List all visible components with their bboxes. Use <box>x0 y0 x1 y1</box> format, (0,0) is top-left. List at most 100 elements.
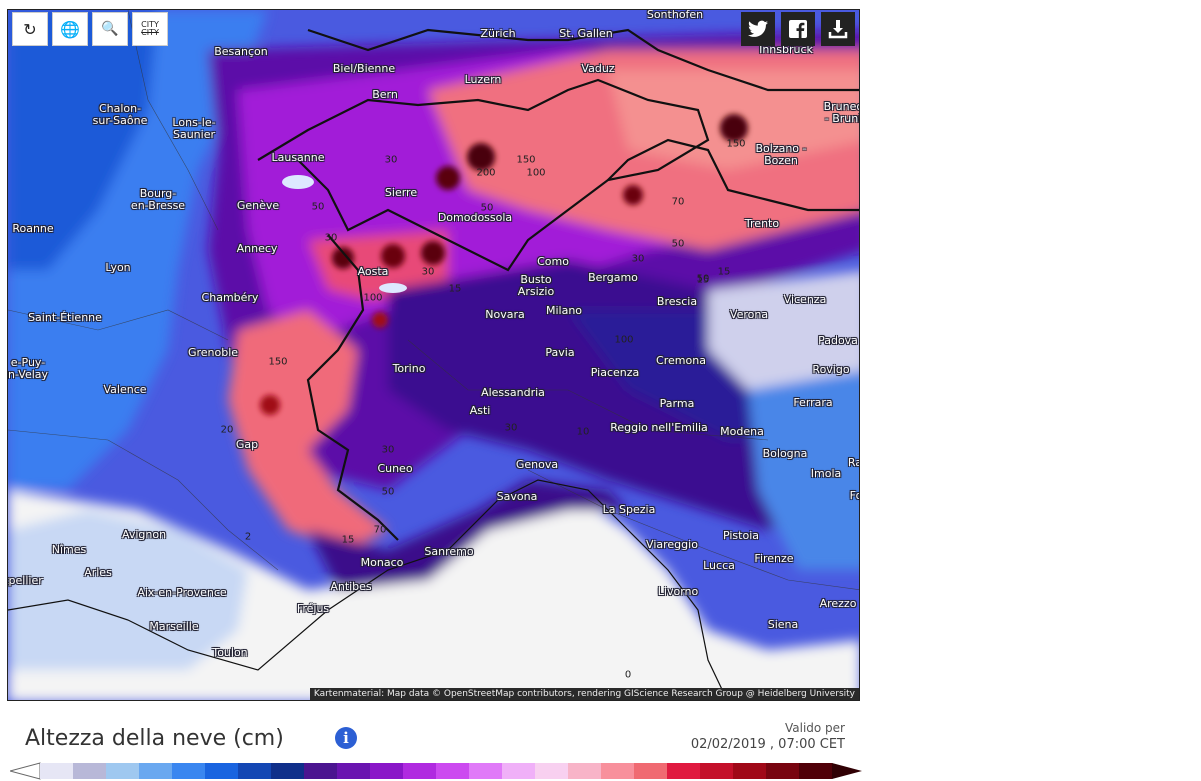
twitter-icon <box>748 20 768 37</box>
legend-swatch <box>568 763 602 779</box>
city-label: Viareggio <box>646 538 698 551</box>
legend-swatch <box>601 763 635 779</box>
valid-for-label: Valido per <box>784 721 845 735</box>
city-label: Antibes <box>330 580 372 593</box>
legend-swatch <box>634 763 668 779</box>
city-toggle-label: CITY <box>141 20 159 29</box>
city-toggle-button[interactable]: CITY CITY <box>132 12 168 46</box>
city-label: Bolzano - Bozen <box>755 142 807 167</box>
contour-label: 15 <box>696 274 710 286</box>
city-label: Chambéry <box>201 291 259 304</box>
city-label: Verona <box>729 308 769 321</box>
legend-swatch <box>799 763 833 779</box>
city-label: Sonthofen <box>646 9 704 21</box>
city-label: Bourg-en-Bresse <box>130 187 186 212</box>
city-label: Cuneo <box>377 462 413 475</box>
legend-min-arrow <box>10 762 41 780</box>
legend-swatch <box>40 763 74 779</box>
download-icon <box>828 20 848 39</box>
legend-swatch <box>403 763 437 779</box>
map-attribution: Kartenmaterial: Map data © OpenStreetMap… <box>309 688 859 700</box>
legend-swatch <box>700 763 734 779</box>
city-label: Torino <box>392 362 426 375</box>
city-label: Domodossola <box>437 211 513 224</box>
city-label: e-Puy-n-Velay <box>7 356 49 381</box>
zoom-out-icon: 🔍 <box>101 21 119 37</box>
city-label: Bologna <box>762 447 808 460</box>
city-label: La Spezia <box>602 503 656 516</box>
zoom-out-button[interactable]: 🔍 <box>92 12 128 46</box>
contour-label: 10 <box>576 426 590 438</box>
city-label: St. Gallen <box>559 27 613 40</box>
city-label: Genève <box>236 199 280 212</box>
contour-label: 30 <box>384 154 398 166</box>
city-label: Arezzo <box>819 597 857 610</box>
legend-swatch <box>337 763 371 779</box>
city-label: Lausanne <box>271 151 325 164</box>
download-button[interactable] <box>821 12 855 46</box>
snow-depth-overlay <box>8 10 859 700</box>
city-label: Novara <box>485 308 525 321</box>
legend-swatch <box>733 763 767 779</box>
city-label: Annecy <box>236 242 278 255</box>
city-label: Brunec - Bruni <box>823 100 860 125</box>
city-label: Siena <box>767 618 799 631</box>
valid-date: 02/02/2019 , 07:00 CET <box>690 737 845 752</box>
legend-max-arrow <box>832 763 862 779</box>
contour-label: 30 <box>631 253 645 265</box>
legend-swatch <box>469 763 503 779</box>
city-label: Gap <box>235 438 259 451</box>
globe-button[interactable]: 🌐 <box>52 12 88 46</box>
city-label: Bergamo <box>588 271 638 284</box>
city-label: Lyon <box>105 261 131 274</box>
snow-depth-map[interactable]: Besançon Zürich St. Gallen Sonthofen Innsbru… <box>7 9 860 701</box>
city-label: Vicenza <box>783 293 827 306</box>
city-label: Besançon <box>214 45 268 58</box>
city-label: Pistoia <box>722 529 760 542</box>
contour-label: 70 <box>373 524 387 536</box>
info-icon: i <box>343 729 349 747</box>
city-label: Ra <box>847 456 859 469</box>
chart-title: Altezza della neve (cm) <box>25 726 284 751</box>
contour-label: 15 <box>717 266 731 278</box>
city-label: Alessandria <box>481 386 545 399</box>
twitter-button[interactable] <box>741 12 775 46</box>
contour-label: 15 <box>448 283 462 295</box>
contour-label: 100 <box>526 167 546 179</box>
city-label: Bern <box>372 88 398 101</box>
city-label: Monaco <box>360 556 404 569</box>
legend-swatch <box>535 763 569 779</box>
facebook-button[interactable] <box>781 12 815 46</box>
city-label: Asti <box>469 404 491 417</box>
contour-label: 50 <box>311 201 325 213</box>
city-toggle-label-strike: CITY <box>141 28 159 37</box>
contour-label: 0 <box>624 669 632 681</box>
city-label: Sanremo <box>424 545 474 558</box>
contour-label: 30 <box>421 266 435 278</box>
city-label: ntpellier <box>8 574 43 587</box>
city-label: Saint-Étienne <box>28 311 102 324</box>
city-label: Milano <box>545 304 583 317</box>
city-label: Imola <box>810 467 842 480</box>
facebook-icon <box>789 20 807 38</box>
city-label: Trento <box>744 217 780 230</box>
city-label: Vaduz <box>581 62 615 75</box>
contour-label: 30 <box>381 444 395 456</box>
legend-swatch <box>370 763 404 779</box>
refresh-button[interactable]: ↻ <box>12 12 48 46</box>
legend-swatch <box>139 763 173 779</box>
contour-label: 150 <box>726 138 746 150</box>
contour-label: 50 <box>480 202 494 214</box>
city-label: Lons-le- Saunier <box>172 116 216 141</box>
city-label: Toulon <box>212 646 248 659</box>
city-label: Padova <box>818 334 858 347</box>
city-label: Zürich <box>480 27 516 40</box>
contour-label: 50 <box>696 273 710 285</box>
contour-label: 100 <box>363 292 383 304</box>
city-label: Genova <box>515 458 559 471</box>
contour-label: 50 <box>381 486 395 498</box>
legend-swatch <box>73 763 107 779</box>
info-button[interactable]: i <box>335 727 357 749</box>
legend-swatch <box>667 763 701 779</box>
city-label: Marseille <box>149 620 199 633</box>
